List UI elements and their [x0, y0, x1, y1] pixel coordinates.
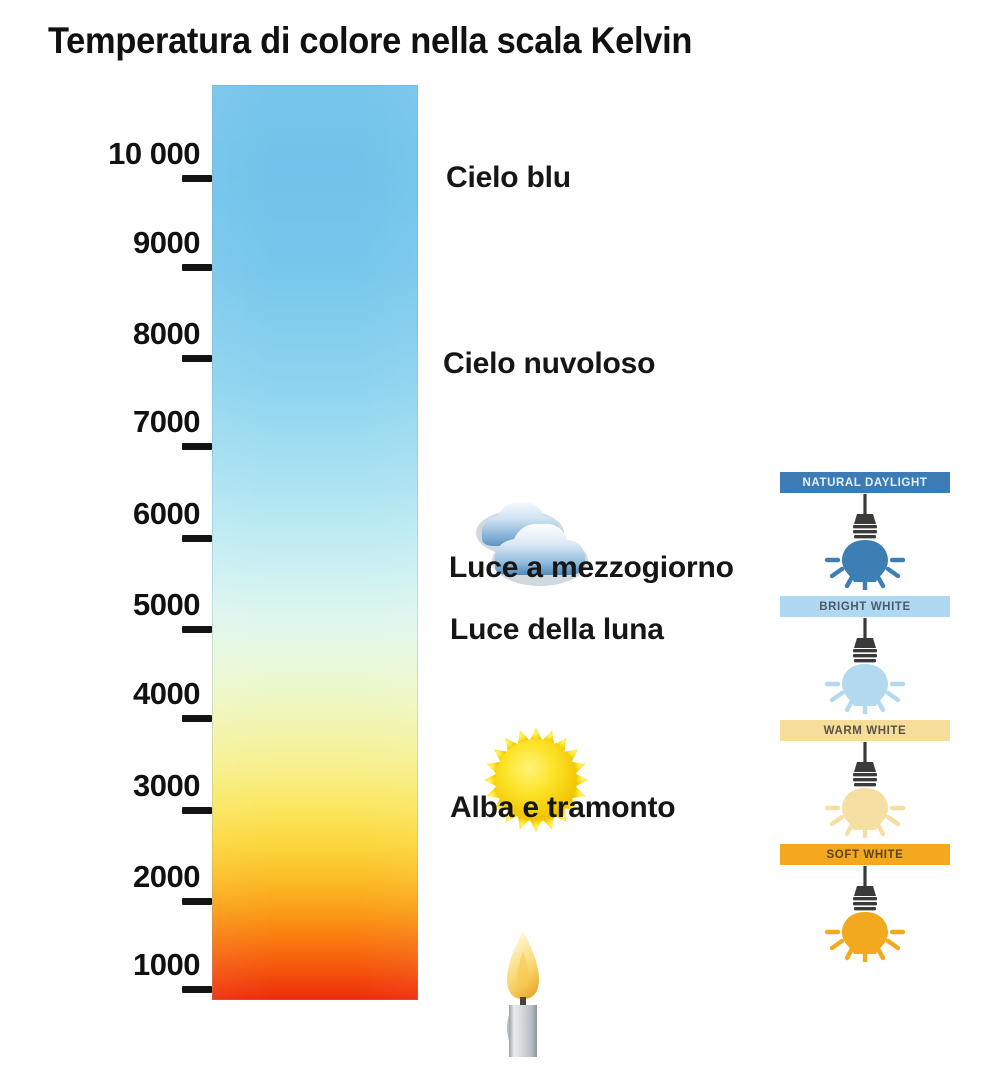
- bulb-card-natural-daylight[interactable]: NATURAL DAYLIGHT: [772, 472, 958, 590]
- axis-tick: [182, 807, 212, 814]
- axis-label: 6000: [133, 496, 200, 531]
- bulb-banner: BRIGHT WHITE: [780, 596, 950, 617]
- axis-tick: [182, 898, 212, 905]
- bulb-icon-bright-white: [824, 618, 906, 714]
- bulb-card-soft-white[interactable]: SOFT WHITE: [772, 844, 958, 962]
- bulb-label: WARM WHITE: [823, 724, 907, 737]
- candle-icon: [507, 931, 539, 1057]
- axis-label: 2000: [133, 859, 200, 894]
- axis-tick: [182, 175, 212, 182]
- axis-tick: [182, 443, 212, 450]
- axis-tick: [182, 535, 212, 542]
- bulb-icon-warm-white: [824, 742, 906, 838]
- bulb-legend-panel: NATURAL DAYLIGHT: [772, 472, 958, 972]
- caption-alba-e-tramonto: Alba e tramonto: [450, 791, 676, 824]
- caption-luce-della-luna: Luce della luna: [450, 613, 664, 646]
- kelvin-gradient-bar: [212, 85, 588, 1057]
- bulb-icon-soft-white: [824, 866, 906, 962]
- bulb-label: BRIGHT WHITE: [819, 600, 911, 613]
- bulb-label: SOFT WHITE: [826, 848, 904, 861]
- axis-label: 5000: [133, 587, 200, 622]
- axis-tick: [182, 264, 212, 271]
- page-title: Temperatura di colore nella scala Kelvin: [48, 20, 693, 61]
- bulb-label: NATURAL DAYLIGHT: [802, 476, 928, 489]
- gradient-texture-overlay: [212, 85, 418, 1000]
- axis-tick: [182, 355, 212, 362]
- caption-luce-mezzogiorno: Luce a mezzogiorno: [449, 551, 734, 584]
- axis-tick: [182, 715, 212, 722]
- axis-tick: [182, 986, 212, 993]
- axis-label: 7000: [133, 404, 200, 439]
- caption-cielo-nuvoloso: Cielo nuvoloso: [443, 347, 656, 380]
- axis-label: 10 000: [108, 136, 200, 171]
- axis-label: 4000: [133, 676, 200, 711]
- bulb-banner: SOFT WHITE: [780, 844, 950, 865]
- axis-label: 8000: [133, 316, 200, 351]
- moon-icon: [543, 655, 559, 671]
- bulb-icon-natural-daylight: [824, 494, 906, 590]
- bulb-card-bright-white[interactable]: BRIGHT WHITE: [772, 596, 958, 714]
- axis-label: 3000: [133, 768, 200, 803]
- axis-label: 1000: [133, 947, 200, 982]
- clouds-icon: [476, 502, 588, 586]
- bulb-card-warm-white[interactable]: WARM WHITE: [772, 720, 958, 838]
- bulb-banner: WARM WHITE: [780, 720, 950, 741]
- axis-label: 9000: [133, 225, 200, 260]
- axis-tick: [182, 626, 212, 633]
- sun-icon: [484, 728, 588, 832]
- caption-cielo-blu: Cielo blu: [446, 161, 571, 194]
- bulb-banner: NATURAL DAYLIGHT: [780, 472, 950, 493]
